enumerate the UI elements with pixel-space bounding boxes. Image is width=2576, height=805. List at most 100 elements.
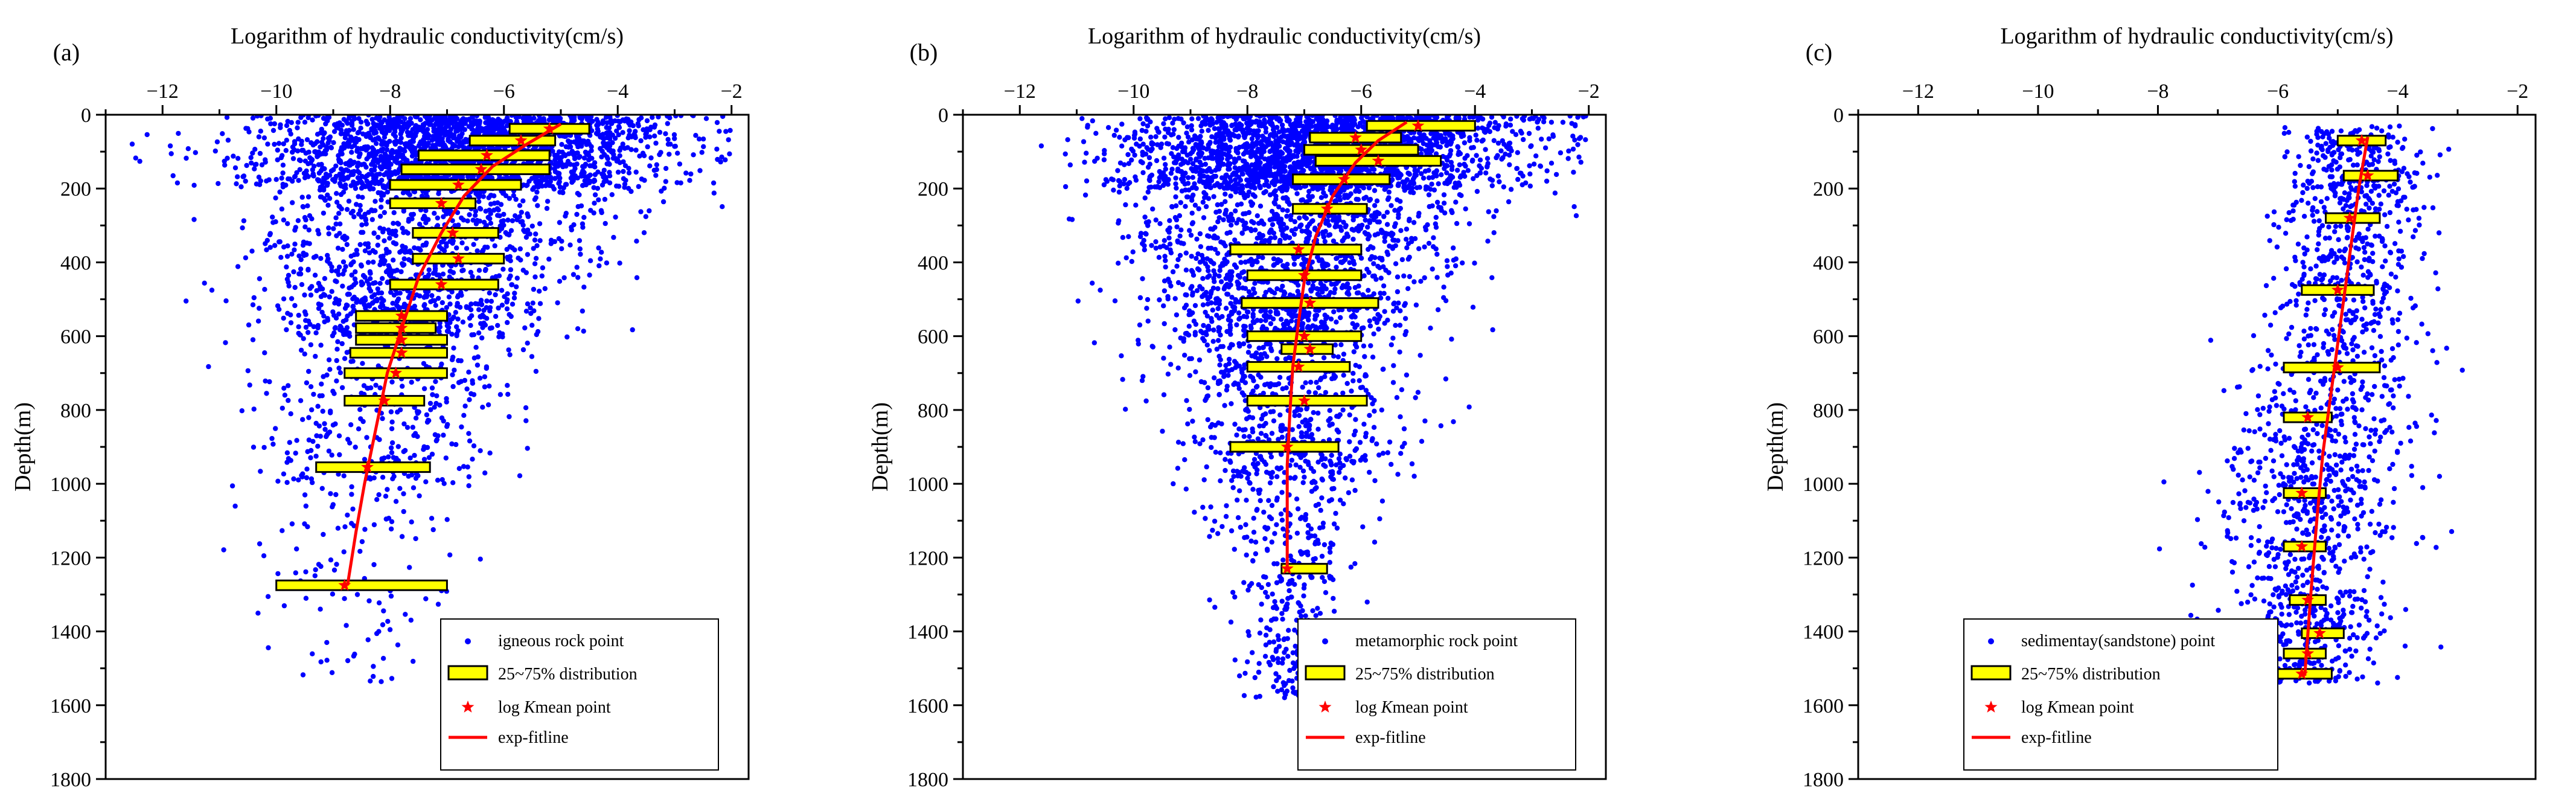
scatter-point: [339, 123, 345, 128]
scatter-point: [444, 241, 449, 246]
scatter-point: [415, 473, 421, 478]
scatter-point: [499, 303, 505, 308]
scatter-point: [400, 263, 406, 268]
scatter-point: [193, 150, 198, 155]
scatter-point: [388, 289, 394, 295]
scatter-point: [344, 327, 349, 333]
scatter-point: [327, 137, 332, 143]
scatter-point: [598, 256, 603, 261]
scatter-point: [468, 322, 473, 329]
scatter-point: [586, 173, 592, 179]
scatter-point: [384, 128, 389, 134]
scatter-point: [587, 141, 592, 147]
scatter-point: [518, 257, 523, 263]
scatter-point: [346, 198, 352, 204]
scatter-point: [388, 526, 394, 532]
scatter-point: [389, 450, 395, 455]
scatter-point: [279, 175, 284, 181]
scatter-point: [1477, 157, 1483, 163]
scatter-point: [362, 184, 368, 190]
scatter-point: [633, 169, 639, 175]
scatter-point: [394, 156, 400, 161]
exp-fitline: [346, 123, 562, 586]
scatter-point: [468, 307, 474, 313]
scatter-point: [512, 290, 517, 296]
scatter-point: [350, 169, 355, 175]
scatter-point: [523, 270, 529, 275]
scatter-point: [488, 193, 493, 198]
scatter-point: [312, 573, 318, 579]
scatter-point: [313, 454, 319, 459]
scatter-point: [529, 223, 535, 229]
scatter-point: [376, 234, 381, 240]
scatter-point: [616, 132, 621, 138]
scatter-point: [1084, 150, 1089, 156]
scatter-point: [351, 127, 356, 132]
scatter-point: [468, 391, 474, 397]
scatter-point: [313, 567, 318, 572]
scatter-point: [313, 420, 319, 426]
scatter-point: [411, 211, 417, 217]
scatter-point: [342, 596, 347, 601]
scatter-point: [550, 117, 555, 123]
scatter-point: [413, 536, 418, 542]
scatter-point: [383, 493, 389, 499]
scatter-point: [379, 259, 385, 265]
scatter-point: [376, 492, 382, 498]
scatter-point: [409, 149, 415, 155]
scatter-point: [458, 135, 463, 140]
scatter-point: [448, 269, 453, 274]
scatter-point: [578, 203, 584, 209]
scatter-point: [577, 192, 582, 197]
scatter-point: [345, 303, 350, 309]
scatter-point: [1542, 145, 1548, 151]
scatter-point: [386, 118, 391, 124]
scatter-point: [348, 422, 354, 428]
scatter-point: [408, 133, 414, 138]
scatter-point: [426, 417, 431, 423]
scatter-point: [319, 140, 325, 145]
scatter-point: [379, 204, 384, 210]
scatter-point: [334, 233, 339, 239]
scatter-point: [566, 144, 571, 150]
scatter-point: [475, 354, 481, 360]
scatter-point: [496, 305, 501, 311]
scatter-point: [249, 160, 254, 166]
scatter-point: [466, 431, 471, 436]
scatter-point: [265, 116, 270, 122]
scatter-point: [371, 664, 376, 669]
scatter-point: [1176, 135, 1181, 140]
scatter-point: [354, 248, 359, 253]
scatter-point: [330, 309, 336, 315]
scatter-point: [583, 182, 589, 188]
scatter-point: [727, 151, 732, 156]
scatter-point: [191, 182, 197, 188]
scatter-point: [356, 426, 362, 432]
scatter-point: [401, 508, 406, 515]
scatter-point: [453, 441, 459, 447]
scatter-point: [466, 370, 471, 375]
scatter-point: [370, 208, 376, 214]
scatter-point: [404, 425, 411, 430]
scatter-point: [403, 612, 408, 617]
scatter-point: [356, 170, 362, 176]
scatter-point: [392, 117, 397, 122]
scatter-point: [574, 211, 580, 217]
scatter-point: [368, 476, 373, 482]
scatter-point: [611, 152, 616, 158]
scatter-point: [1506, 152, 1512, 158]
scatter-point: [363, 216, 368, 222]
scatter-point: [1195, 116, 1201, 121]
scatter-point: [272, 141, 277, 147]
scatter-point: [366, 250, 372, 255]
scatter-point: [296, 324, 301, 330]
scatter-point: [377, 385, 383, 391]
scatter-point: [478, 206, 484, 212]
scatter-point: [479, 335, 485, 341]
scatter-point: [286, 280, 291, 285]
scatter-point: [235, 156, 241, 161]
scatter-point: [554, 152, 560, 158]
scatter-point: [277, 189, 283, 195]
mean-point: [338, 579, 351, 591]
scatter-point: [394, 303, 400, 308]
